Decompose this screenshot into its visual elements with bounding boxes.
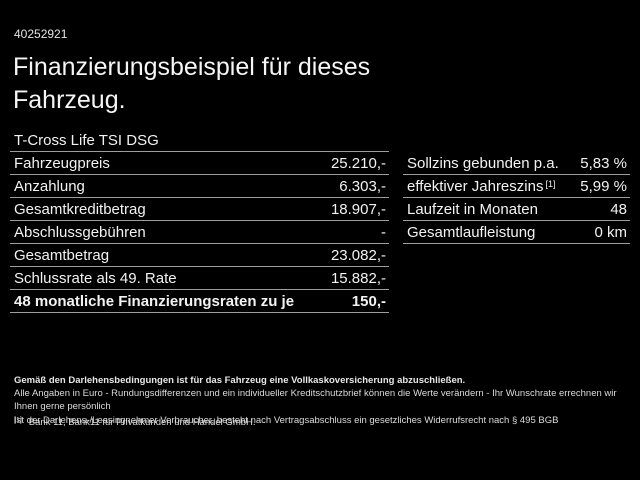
row-label: Laufzeit in Monaten: [407, 200, 538, 218]
row-value: 150,-: [351, 292, 386, 310]
row-label: Abschlussgebühren: [14, 223, 146, 241]
row-label: Gesamtbetrag: [14, 246, 110, 264]
footnote: [1] Bank 11, Bank11 für Privatkunden und …: [14, 417, 256, 428]
row-value: 6.303,-: [339, 177, 386, 195]
row-label: Sollzins gebunden p.a.: [407, 154, 559, 172]
row-label-text: effektiver Jahreszins: [407, 177, 544, 195]
row-label: Schlussrate als 49. Rate: [14, 269, 177, 287]
row-abschlussgebuehren: Abschlussgebühren -: [10, 221, 389, 244]
row-label: effektiver Jahreszins [1]: [407, 178, 555, 195]
row-gesamtlaufleistung: Gesamtlaufleistung 0 km: [403, 221, 630, 244]
footnote-text: Bank 11, Bank11 für Privatkunden und Han…: [28, 417, 256, 428]
row-value: 23.082,-: [330, 246, 386, 264]
row-laufzeit: Laufzeit in Monaten 48: [403, 198, 630, 221]
row-gesamtbetrag: Gesamtbetrag 23.082,-: [10, 244, 389, 267]
row-value: 0 km: [594, 223, 627, 241]
footnote-reference: [1]: [545, 178, 556, 189]
row-value: 18.907,-: [330, 200, 386, 218]
page-title-line-2: Fahrzeug.: [13, 86, 126, 114]
row-value: 5,83 %: [580, 154, 627, 172]
row-value: 15.882,-: [330, 269, 386, 287]
disclaimer-text: Gemäß den Darlehensbedingungen ist für d…: [14, 374, 626, 427]
conditions-table: Sollzins gebunden p.a. 5,83 % effektiver…: [403, 152, 630, 244]
disclaimer-line-1: Gemäß den Darlehensbedingungen ist für d…: [14, 375, 466, 386]
model-name-label: T-Cross Life TSI DSG: [14, 131, 159, 149]
row-fahrzeugpreis: Fahrzeugpreis 25.210,-: [10, 152, 389, 175]
offer-number: 40252921: [14, 27, 68, 41]
row-value: 25.210,-: [330, 154, 386, 172]
row-label: Anzahlung: [14, 177, 85, 195]
row-label: Fahrzeugpreis: [14, 154, 110, 172]
page-title-line-1: Finanzierungsbeispiel für dieses: [13, 53, 371, 81]
row-anzahlung: Anzahlung 6.303,-: [10, 175, 389, 198]
page-title: Finanzierungsbeispiel für dieses Fahrzeu…: [13, 51, 370, 117]
row-value: -: [381, 223, 386, 241]
row-effektiver-jahreszins: effektiver Jahreszins [1] 5,99 %: [403, 175, 630, 198]
row-monatliche-raten: 48 monatliche Finanzierungsraten zu je 1…: [10, 290, 389, 313]
row-label: 48 monatliche Finanzierungsraten zu je: [14, 292, 295, 310]
row-gesamtkreditbetrag: Gesamtkreditbetrag 18.907,-: [10, 198, 389, 221]
row-value: 48: [610, 200, 627, 218]
disclaimer-line-2: Alle Angaben in Euro - Rundungsdifferenz…: [14, 388, 617, 413]
disclaimer-line-3: Ist der Darlehens-/Leasingnehmer Verbrau…: [14, 414, 559, 426]
row-label: Gesamtkreditbetrag: [14, 200, 146, 218]
row-label: Gesamtlaufleistung: [407, 223, 536, 241]
row-sollzins: Sollzins gebunden p.a. 5,83 %: [403, 152, 630, 175]
row-value: 5,99 %: [580, 177, 627, 195]
footnote-marker: [1]: [14, 417, 22, 424]
model-name: T-Cross Life TSI DSG: [10, 129, 389, 152]
row-schlussrate: Schlussrate als 49. Rate 15.882,-: [10, 267, 389, 290]
finance-table: T-Cross Life TSI DSG Fahrzeugpreis 25.21…: [10, 129, 389, 313]
